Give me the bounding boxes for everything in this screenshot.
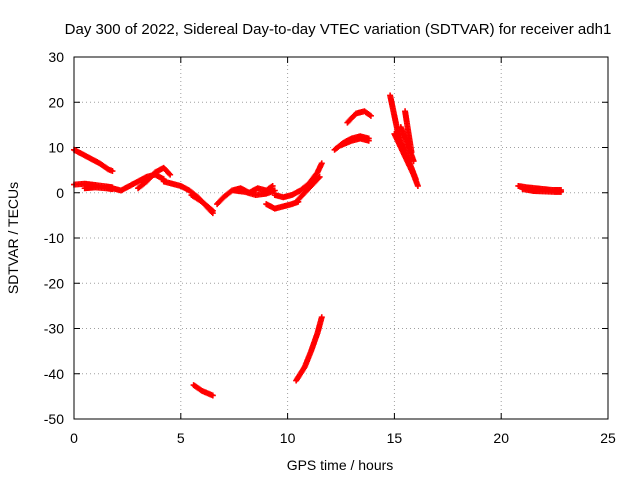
x-axis-label: GPS time / hours: [287, 457, 394, 473]
data-point: [209, 392, 216, 399]
axis-ticks: 0 5 10 15 20 25 -50 -40 -30 -20 -10 0 10 20 30: [44, 49, 616, 446]
x-tick-label: 15: [387, 430, 403, 446]
x-tick-label: 0: [70, 430, 78, 446]
data-point: [365, 137, 372, 144]
series-track-6: [160, 178, 216, 217]
x-tick-label: 10: [280, 430, 296, 446]
data-point: [109, 168, 116, 175]
x-tick-label: 20: [493, 430, 509, 446]
series-track-21: [519, 186, 565, 195]
data-point: [414, 182, 421, 189]
x-tick-label: 5: [177, 430, 185, 446]
data-point: [167, 171, 174, 178]
y-tick-label: -30: [44, 321, 64, 337]
data-point: [367, 112, 374, 119]
y-tick-label: 0: [56, 185, 64, 201]
series-track-12: [295, 173, 323, 203]
series-track-23: [293, 314, 325, 384]
grid-lines: [74, 57, 608, 419]
chart-title: Day 300 of 2022, Sidereal Day-to-day VTE…: [65, 21, 612, 38]
data-point: [410, 158, 417, 165]
data-points: [71, 92, 565, 399]
series-track-3: [81, 184, 116, 193]
y-tick-label: -40: [44, 366, 64, 382]
series-track-1: [71, 146, 116, 175]
y-tick-label: -50: [44, 411, 64, 427]
data-point: [318, 160, 325, 167]
y-tick-label: 30: [48, 49, 64, 65]
data-point: [318, 314, 325, 321]
series-track-17: [391, 130, 421, 189]
series-track-14: [338, 135, 372, 149]
series-track-22: [190, 382, 216, 399]
y-axis-label: SDTVAR / TECUs: [5, 182, 21, 294]
data-point: [208, 206, 215, 213]
data-point: [315, 175, 322, 182]
series-track-9: [231, 187, 278, 199]
series-track-5: [135, 164, 174, 192]
plot-frame: [73, 56, 609, 420]
y-tick-label: 10: [48, 140, 64, 156]
y-tick-label: -10: [44, 230, 64, 246]
series-track-10: [263, 198, 302, 212]
x-tick-label: 25: [600, 430, 616, 446]
y-tick-label: 20: [48, 94, 64, 110]
series-track-7: [188, 192, 216, 214]
series-track-15: [344, 108, 374, 126]
y-tick-label: -20: [44, 275, 64, 291]
data-point: [269, 182, 276, 189]
data-point: [209, 207, 216, 214]
data-point: [558, 188, 565, 195]
data-point: [316, 173, 323, 180]
series-track-19: [397, 124, 417, 165]
data-point: [166, 170, 173, 177]
